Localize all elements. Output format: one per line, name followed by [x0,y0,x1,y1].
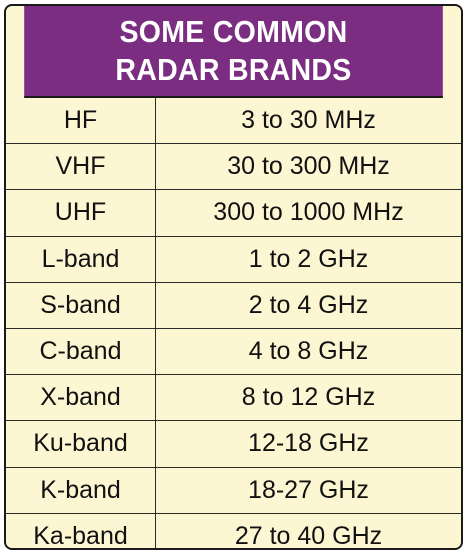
band-name: UHF [6,189,156,237]
table-header: SOME COMMON RADAR BRANDS [24,6,443,98]
table-row: VHF 30 to 300 MHz [6,143,461,191]
frequency-range: 30 to 300 MHz [155,143,461,191]
frequency-range: 12-18 GHz [155,420,461,468]
frequency-range: 300 to 1000 MHz [155,189,461,237]
frequency-range: 4 to 8 GHz [155,328,461,376]
radar-bands-table: HF 3 to 30 MHz VHF 30 to 300 MHz UHF 300… [6,98,461,550]
title-line-1: SOME COMMON [119,14,348,49]
table-row: Ka-band 27 to 40 GHz [6,513,461,550]
frequency-range: 18-27 GHz [155,467,461,514]
frequency-range: 27 to 40 GHz [234,521,383,550]
table-row: K-band 18-27 GHz [6,467,461,514]
radar-bands-card: SOME COMMON RADAR BRANDS HF 3 to 30 MHz … [4,4,463,550]
band-name: VHF [6,143,156,191]
band-name: K-band [6,467,156,514]
band-name: HF [6,98,156,145]
frequency-range: 1 to 2 GHz [155,236,461,283]
table-row: HF 3 to 30 MHz [6,98,461,145]
band-name: S-band [6,282,156,329]
table-row: S-band 2 to 4 GHz [6,282,461,329]
band-name: Ku-band [6,420,156,468]
table-row: X-band 8 to 12 GHz [6,374,461,422]
table-row: Ku-band 12-18 GHz [6,420,461,468]
table-row: UHF 300 to 1000 MHz [6,189,461,237]
band-name: Ka-band [6,513,156,548]
band-name: L-band [6,236,156,283]
title-line-2: RADAR BRANDS [115,52,352,87]
band-name: C-band [6,328,156,376]
table-row: L-band 1 to 2 GHz [6,236,461,283]
table-row: C-band 4 to 8 GHz [6,328,461,376]
frequency-range: 2 to 4 GHz [155,282,461,329]
band-name: X-band [6,374,156,422]
frequency-range: 8 to 12 GHz [155,374,461,422]
frequency-range: 3 to 30 MHz [155,98,461,145]
